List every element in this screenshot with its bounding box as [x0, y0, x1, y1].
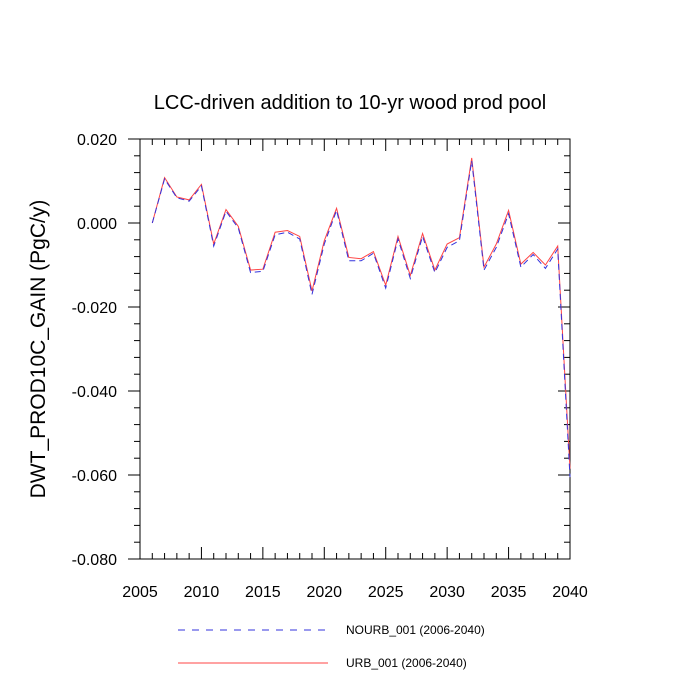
y-tick-label: -0.080 — [72, 552, 117, 569]
y-tick-label: 0.000 — [77, 216, 117, 233]
axis-ticks — [128, 138, 571, 560]
y-tick-label: -0.040 — [72, 384, 117, 401]
x-tick-label: 2040 — [552, 584, 588, 601]
x-tick-label: 2025 — [368, 584, 404, 601]
legend-label: NOURB_001 (2006-2040) — [346, 623, 485, 637]
plot-frame — [139, 138, 571, 560]
x-tick-label: 2035 — [491, 584, 527, 601]
y-axis-label: DWT_PROD10C_GAIN (PgC/y) — [27, 200, 50, 499]
x-tick-label: 2030 — [429, 584, 465, 601]
x-tick-label: 2020 — [306, 584, 342, 601]
chart-title: LCC-driven addition to 10-yr wood prod p… — [154, 92, 546, 114]
legend-label: URB_001 (2006-2040) — [346, 656, 467, 670]
y-tick-label: 0.020 — [77, 132, 117, 149]
series-line-urb — [151, 157, 571, 469]
series-line-nourb — [151, 160, 571, 478]
y-tick-label: -0.060 — [72, 468, 117, 485]
x-tick-label: 2010 — [184, 584, 220, 601]
y-tick-label: -0.020 — [72, 300, 117, 317]
x-tick-label: 2015 — [245, 584, 281, 601]
tick-labels: 2005 2010 2015 2020 2025 2030 2035 2040 -0.080 -0… — [72, 132, 588, 601]
series-lines — [151, 157, 571, 478]
x-tick-label: 2005 — [122, 584, 158, 601]
legend: NOURB_001 (2006-2040) URB_001 (2006-2040) — [178, 623, 485, 670]
